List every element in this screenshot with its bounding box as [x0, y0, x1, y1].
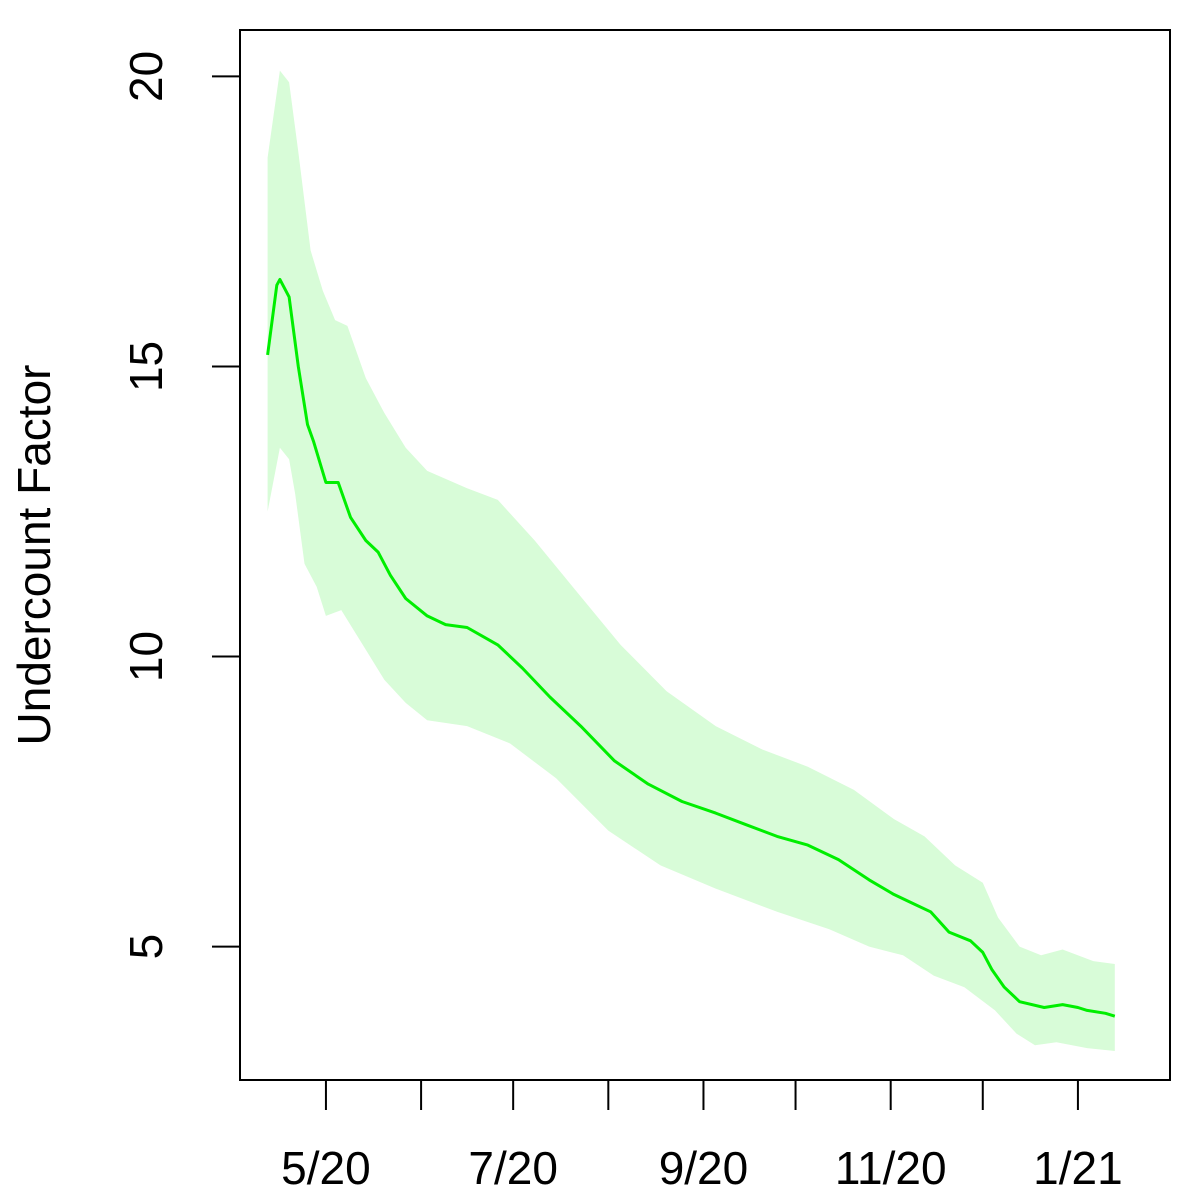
y-tick-label: 10: [120, 631, 172, 682]
y-tick-label: 20: [120, 51, 172, 102]
uncertainty-band: [267, 70, 1115, 1052]
y-tick-label: 5: [120, 934, 172, 960]
x-tick-label: 11/20: [835, 1142, 947, 1194]
plot-area: [266, 70, 1116, 1052]
x-tick-label: 9/20: [659, 1142, 749, 1194]
plot-frame: [239, 29, 1171, 1081]
x-tick-label: 5/20: [281, 1142, 371, 1194]
y-tick-label: 15: [120, 341, 172, 392]
x-tick-label: 1/21: [1033, 1142, 1123, 1194]
estimate-line: [266, 277, 1116, 1018]
y-axis-title: Undercount Factor: [8, 365, 60, 746]
axes: 5 10 15 20 5/20 7/20 9/20 11/20 1/21: [120, 51, 1123, 1194]
x-tick-label: 7/20: [468, 1142, 558, 1194]
